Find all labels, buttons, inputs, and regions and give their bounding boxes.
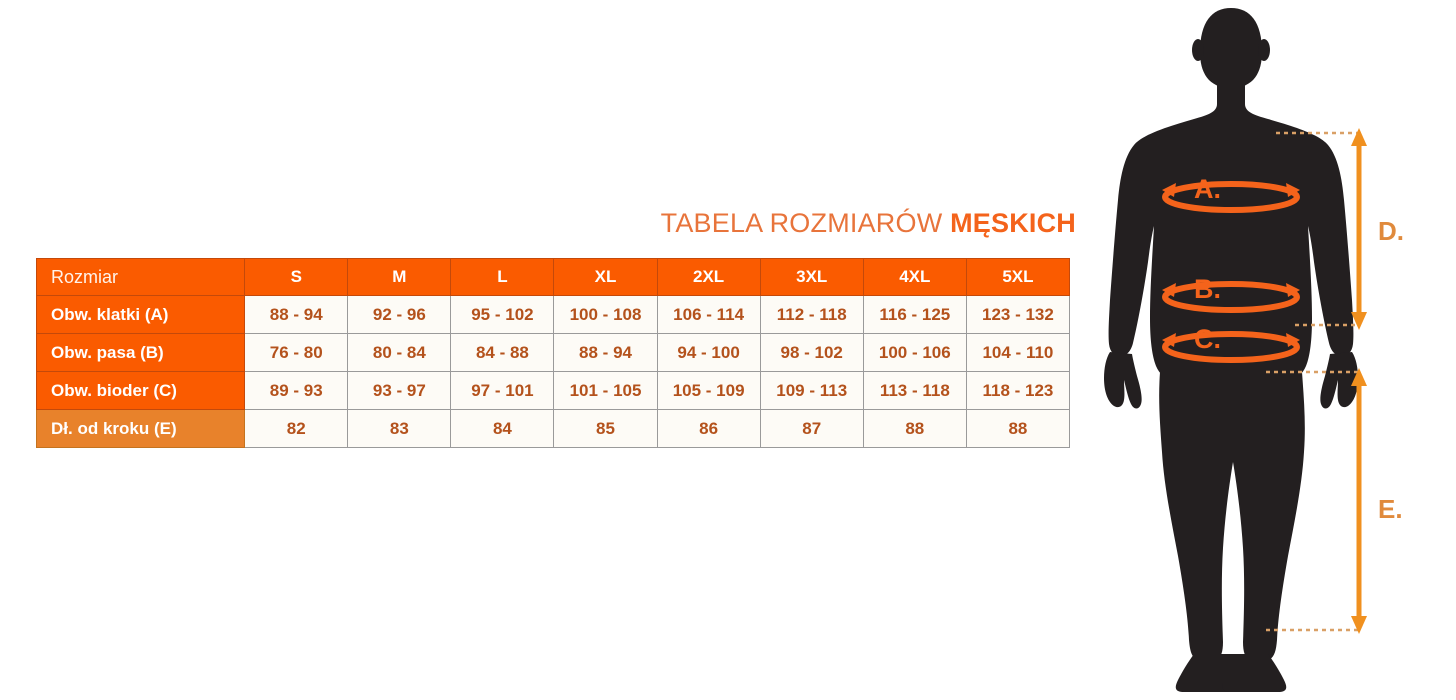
page-title: TABELA ROZMIARÓW MĘSKICH <box>36 208 1076 239</box>
table-row: Dł. od kroku (E) 82 83 84 85 86 87 88 88 <box>35 409 1071 448</box>
column-header-size-4: 2XL <box>656 258 761 296</box>
cell-chest-xl: 100 - 108 <box>553 295 658 334</box>
cell-chest-2xl: 106 - 114 <box>656 295 761 334</box>
cell-chest-m: 92 - 96 <box>347 295 452 334</box>
cell-waist-l: 84 - 88 <box>450 333 555 372</box>
dimension-label-e: E. <box>1378 494 1403 524</box>
table-row: Obw. bioder (C) 89 - 93 93 - 97 97 - 101… <box>35 371 1071 410</box>
male-body-silhouette <box>1104 8 1358 692</box>
table-row: Obw. pasa (B) 76 - 80 80 - 84 84 - 88 88… <box>35 333 1071 372</box>
measurement-ring-chest <box>1162 181 1300 213</box>
cell-chest-s: 88 - 94 <box>244 295 349 334</box>
cell-waist-4xl: 100 - 106 <box>862 333 967 372</box>
cell-hips-2xl: 105 - 109 <box>656 371 761 410</box>
leader-lines <box>1266 131 1358 632</box>
page-title-normal: TABELA ROZMIARÓW <box>660 208 951 238</box>
cell-inseam-5xl: 88 <box>965 409 1071 448</box>
row-label-chest: Obw. klatki (A) <box>35 295 246 334</box>
cell-hips-3xl: 109 - 113 <box>759 371 864 410</box>
cell-chest-l: 95 - 102 <box>450 295 555 334</box>
row-label-hips: Obw. bioder (C) <box>35 371 246 410</box>
cell-hips-s: 89 - 93 <box>244 371 349 410</box>
cell-chest-4xl: 116 - 125 <box>862 295 967 334</box>
cell-waist-xl: 88 - 94 <box>553 333 658 372</box>
measurement-figure: D. E. A. B. C. <box>1090 0 1456 700</box>
dimension-arrow-d <box>1351 128 1367 330</box>
cell-hips-m: 93 - 97 <box>347 371 452 410</box>
cell-chest-3xl: 112 - 118 <box>759 295 864 334</box>
column-header-size-0: S <box>244 258 349 296</box>
cell-inseam-3xl: 87 <box>759 409 864 448</box>
cell-chest-5xl: 123 - 132 <box>965 295 1071 334</box>
cell-waist-m: 80 - 84 <box>347 333 452 372</box>
measurement-label-waist: B. <box>1194 274 1221 304</box>
cell-hips-l: 97 - 101 <box>450 371 555 410</box>
column-header-rozmiar: Rozmiar <box>35 258 246 296</box>
cell-waist-3xl: 98 - 102 <box>759 333 864 372</box>
measurement-label-hips: C. <box>1194 324 1221 354</box>
cell-waist-5xl: 104 - 110 <box>965 333 1071 372</box>
measurement-ring-hips <box>1162 331 1300 363</box>
column-header-size-7: 5XL <box>965 258 1071 296</box>
cell-waist-s: 76 - 80 <box>244 333 349 372</box>
measurement-ring-waist <box>1162 281 1300 313</box>
cell-inseam-l: 84 <box>450 409 555 448</box>
cell-hips-5xl: 118 - 123 <box>965 371 1071 410</box>
table-row: Obw. klatki (A) 88 - 94 92 - 96 95 - 102… <box>35 295 1071 334</box>
column-header-size-3: XL <box>553 258 658 296</box>
dimension-label-d: D. <box>1378 216 1404 246</box>
page-title-strong: MĘSKICH <box>950 208 1076 238</box>
column-header-size-1: M <box>347 258 452 296</box>
cell-inseam-4xl: 88 <box>862 409 967 448</box>
cell-inseam-2xl: 86 <box>656 409 761 448</box>
measurement-label-chest: A. <box>1194 174 1221 204</box>
cell-hips-4xl: 113 - 118 <box>862 371 967 410</box>
cell-hips-xl: 101 - 105 <box>553 371 658 410</box>
column-header-size-2: L <box>450 258 555 296</box>
row-label-waist: Obw. pasa (B) <box>35 333 246 372</box>
dimension-arrow-e <box>1351 368 1367 634</box>
column-header-size-5: 3XL <box>759 258 864 296</box>
cell-waist-2xl: 94 - 100 <box>656 333 761 372</box>
cell-inseam-xl: 85 <box>553 409 658 448</box>
cell-inseam-s: 82 <box>244 409 349 448</box>
cell-inseam-m: 83 <box>347 409 452 448</box>
size-chart-table: Rozmiar S M L XL 2XL 3XL 4XL 5XL Obw. kl… <box>35 258 1071 448</box>
table-header-row: Rozmiar S M L XL 2XL 3XL 4XL 5XL <box>35 258 1071 296</box>
column-header-size-6: 4XL <box>862 258 967 296</box>
row-label-inseam: Dł. od kroku (E) <box>35 409 246 448</box>
